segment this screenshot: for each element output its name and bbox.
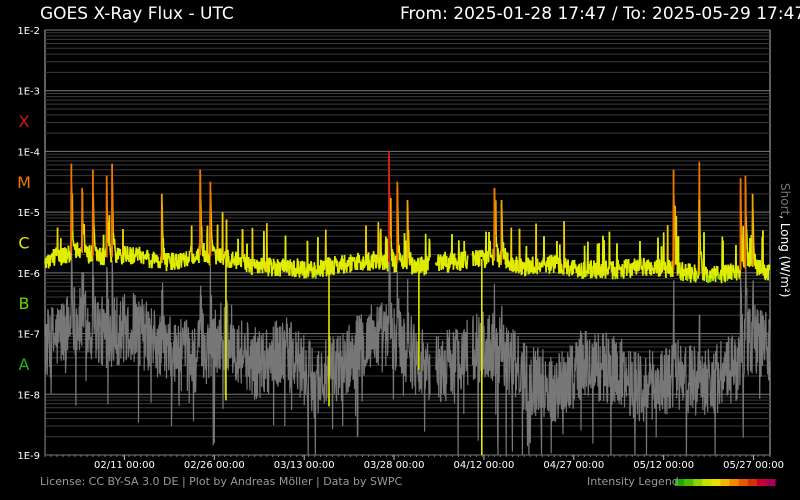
flare-class-label: A	[19, 355, 30, 374]
y-axis-label: Short, Long (W/m²)	[778, 183, 792, 297]
intensity-legend-swatch	[675, 479, 685, 486]
y-tick-label: 1E-3	[17, 87, 40, 98]
intensity-legend-swatch	[738, 479, 749, 486]
y-axis-label-long: , Long (W/m²)	[778, 215, 792, 297]
x-tick-label: 04/12 00:00	[454, 460, 515, 471]
intensity-legend-swatch	[765, 479, 776, 486]
y-tick-label: 1E-6	[17, 269, 40, 280]
y-tick-label: 1E-8	[17, 390, 40, 401]
y-tick-label: 1E-4	[17, 147, 40, 158]
y-tick-label: 1E-2	[17, 26, 40, 37]
date-range: From: 2025-01-28 17:47 / To: 2025-05-29 …	[400, 4, 800, 24]
x-tick-label: 04/27 00:00	[543, 460, 604, 471]
y-tick-label: 1E-9	[17, 451, 40, 462]
intensity-legend-swatch	[711, 479, 721, 486]
chart-title: GOES X-Ray Flux - UTC	[40, 4, 234, 24]
x-tick-label: 03/28 00:00	[364, 460, 425, 471]
x-tick-label: 02/26 00:00	[184, 460, 245, 471]
x-tick-label: 05/12 00:00	[633, 460, 694, 471]
intensity-legend-swatch	[693, 479, 703, 486]
flare-class-label: X	[19, 112, 30, 131]
flare-class-label: B	[19, 294, 30, 313]
intensity-legend-swatch	[702, 479, 712, 486]
short-series-line	[44, 252, 431, 456]
x-tick-label: 02/11 00:00	[94, 460, 155, 471]
flare-class-label: C	[18, 234, 29, 253]
intensity-legend-swatch	[747, 479, 758, 486]
intensity-legend-swatch	[756, 479, 767, 486]
license-text: License: CC BY-SA 3.0 DE | Plot by Andre…	[40, 475, 403, 488]
y-axis-label-short: Short	[778, 183, 792, 215]
intensity-legend-swatch	[729, 479, 740, 486]
short-series-line	[471, 263, 771, 456]
intensity-legend-swatch	[684, 479, 694, 486]
x-tick-label: 03/13 00:00	[274, 460, 335, 471]
y-tick-label: 1E-5	[17, 208, 40, 219]
flare-class-label: M	[17, 173, 31, 192]
intensity-legend-label: Intensity Legend	[587, 475, 679, 488]
y-tick-label: 1E-7	[17, 330, 40, 341]
intensity-legend-swatch	[720, 479, 731, 486]
short-series-line	[435, 319, 469, 456]
x-tick-label: 05/27 00:00	[723, 460, 784, 471]
